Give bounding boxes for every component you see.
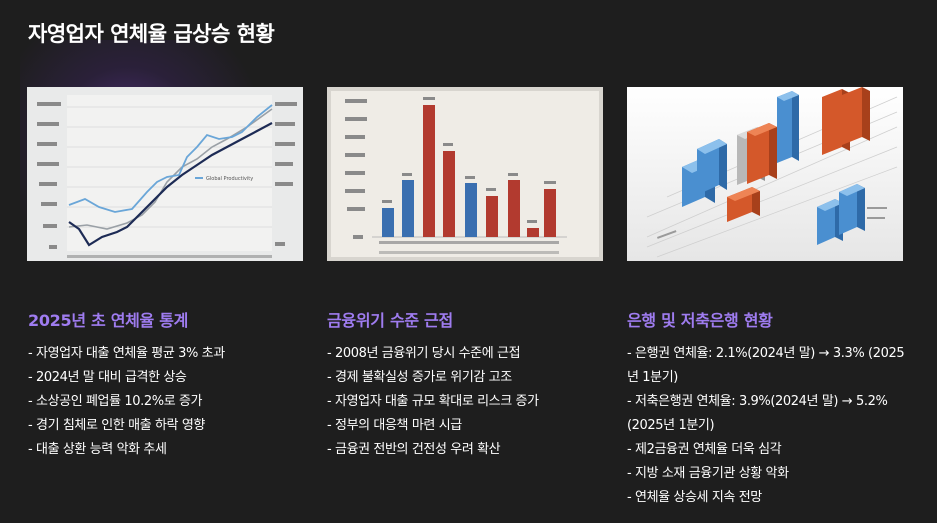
bar-chart-image — [327, 87, 603, 261]
list-item: - 경제 불확실성 증가로 위기감 고조 — [327, 370, 512, 385]
list-item: - 경기 침체로 인한 매출 하락 영향 — [28, 418, 205, 433]
column-2-heading: 금융위기 수준 근접 — [327, 311, 453, 330]
column-1-bullet-list: - 자영업자 대출 연체율 평균 3% 초과 - 2024년 말 대비 급격한 … — [28, 342, 298, 462]
list-item: - 연체율 상승세 지속 전망 — [627, 490, 762, 505]
list-item: - 대출 상환 능력 악화 추세 — [28, 442, 167, 457]
line-chart-image: Global Productivity — [27, 87, 303, 261]
column-2-bullet-list: - 2008년 금융위기 당시 수준에 근접 - 경제 불확실성 증가로 위기감… — [327, 342, 607, 462]
column-3-bullet-list: - 은행권 연체율: 2.1%(2024년 말) → 3.3% (2025년 1… — [627, 342, 912, 510]
list-item: - 자영업자 대출 연체율 평균 3% 초과 — [28, 346, 225, 361]
list-item: - 소상공인 폐업률 10.2%로 증가 — [28, 394, 203, 409]
column-1-heading: 2025년 초 연체율 통계 — [28, 311, 189, 330]
chart-legend-caption: Global Productivity — [206, 176, 253, 182]
page-title: 자영업자 연체율 급상승 현황 — [28, 22, 275, 46]
list-item: - 저축은행권 연체율: 3.9%(2024년 말) → 5.2% (2025년… — [627, 394, 888, 433]
list-item: - 금융권 전반의 건전성 우려 확산 — [327, 442, 501, 457]
list-item: - 지방 소재 금융기관 상황 악화 — [627, 466, 789, 481]
list-item: - 2024년 말 대비 급격한 상승 — [28, 370, 187, 385]
list-item: - 은행권 연체율: 2.1%(2024년 말) → 3.3% (2025년 1… — [627, 346, 905, 385]
list-item: - 제2금융권 연체율 더욱 심각 — [627, 442, 782, 457]
column-3-heading: 은행 및 저축은행 현황 — [627, 311, 773, 330]
list-item: - 2008년 금융위기 당시 수준에 근접 — [327, 346, 521, 361]
list-item: - 자영업자 대출 규모 확대로 리스크 증가 — [327, 394, 539, 409]
3d-bar-image — [627, 87, 903, 261]
list-item: - 정부의 대응책 마련 시급 — [327, 418, 462, 433]
